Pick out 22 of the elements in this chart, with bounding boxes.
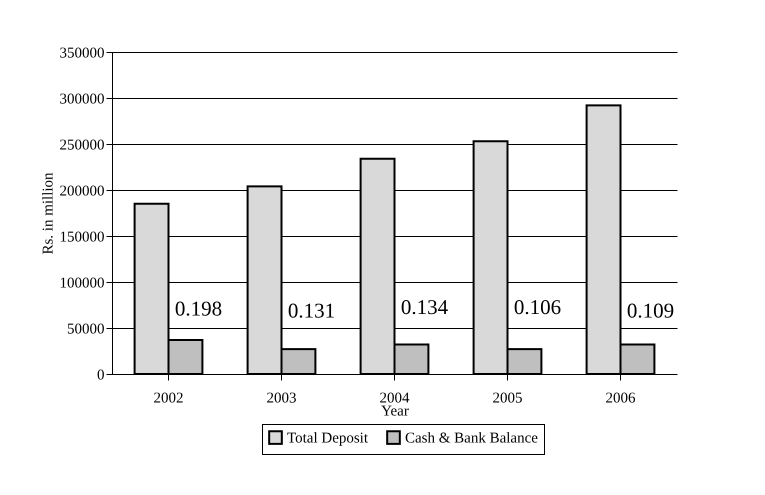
- x-tick-label: 2002: [154, 390, 184, 406]
- x-tick-label: 2006: [606, 390, 636, 406]
- annotation: 0.134: [400, 294, 449, 319]
- legend-label: Cash & Bank Balance: [405, 430, 538, 447]
- annotation: 0.131: [288, 298, 336, 322]
- y-axis-title: Rs. in million: [40, 172, 56, 255]
- y-tick-label: 50000: [67, 322, 104, 338]
- y-tick-label: 100000: [60, 276, 104, 292]
- annotation: 0.198: [174, 296, 222, 321]
- y-tick-label: 200000: [60, 184, 104, 200]
- x-axis-title: Year: [381, 404, 409, 420]
- y-tick-label: 0: [97, 368, 104, 384]
- x-tick-label: 2004: [380, 390, 410, 406]
- annotation: 0.109: [626, 298, 674, 322]
- y-tick-label: 350000: [60, 46, 104, 62]
- x-tick-label: 2003: [266, 390, 296, 406]
- y-tick-label: 150000: [60, 230, 104, 246]
- y-tick-label: 300000: [60, 92, 104, 108]
- annotation: 0.106: [514, 294, 562, 319]
- legend-label: Total Deposit: [287, 430, 369, 447]
- x-tick-label: 2005: [492, 390, 522, 406]
- y-tick-label: 250000: [60, 138, 104, 154]
